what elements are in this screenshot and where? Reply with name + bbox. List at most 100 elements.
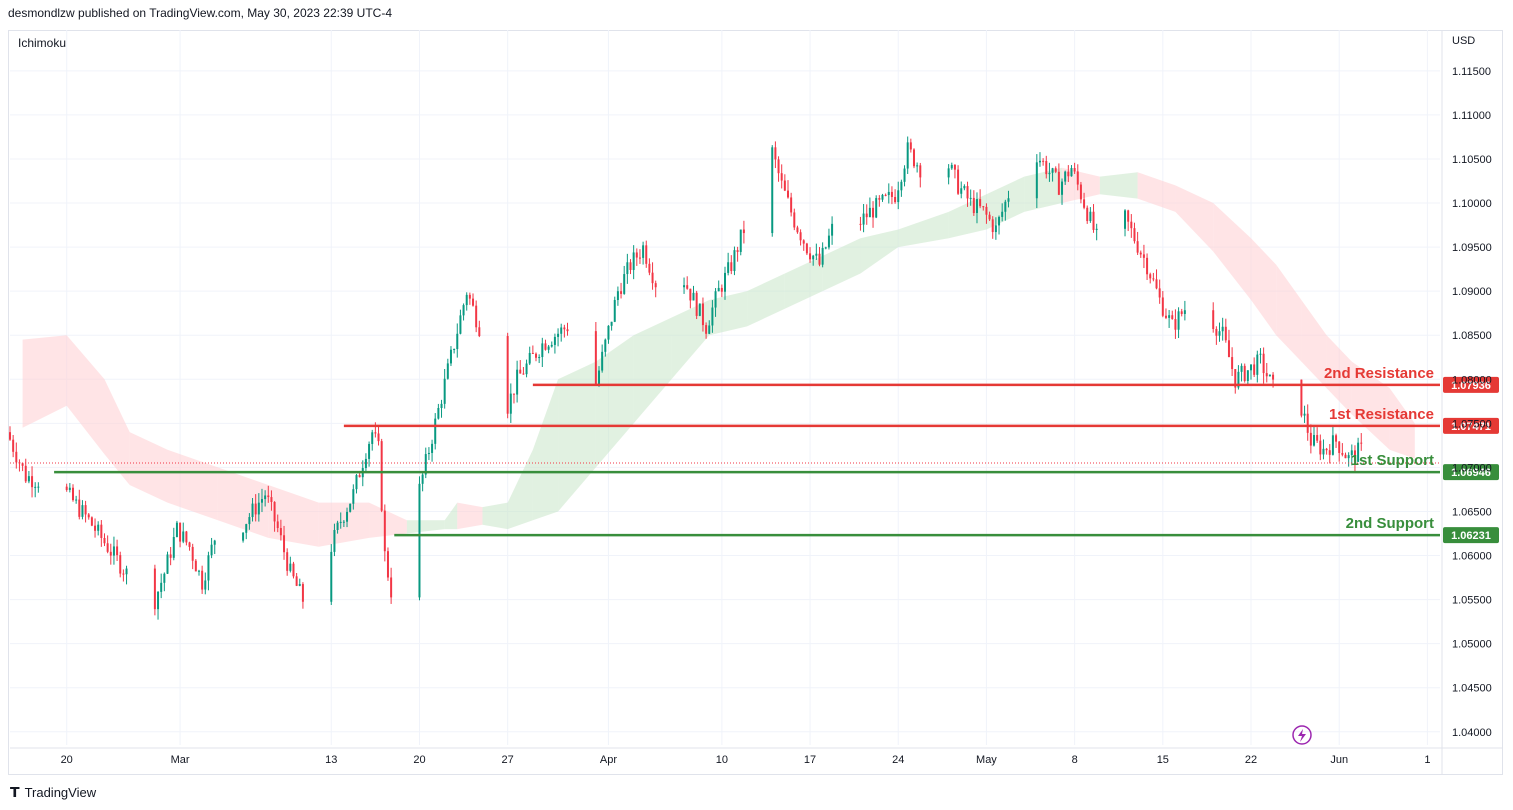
candle-body bbox=[358, 475, 361, 478]
candle-body bbox=[979, 199, 982, 207]
candle-body bbox=[906, 142, 909, 169]
candlestick-series bbox=[9, 136, 1363, 620]
candle-body bbox=[21, 463, 24, 466]
candle-body bbox=[339, 521, 342, 523]
candle-body bbox=[831, 223, 834, 236]
x-tick-label: 1 bbox=[1424, 754, 1430, 766]
cloud-segment bbox=[1276, 264, 1302, 362]
candle-body bbox=[380, 441, 383, 511]
candle-body bbox=[859, 223, 862, 225]
time-axis: 20 Mar 13 20 27 Apr 10 17 24 May 8 15 22 Jun 1 bbox=[10, 747, 1503, 766]
candle-body bbox=[1300, 379, 1303, 416]
cloud-segment bbox=[1251, 238, 1277, 336]
candle-body bbox=[692, 292, 695, 301]
candle-body bbox=[522, 373, 525, 375]
x-tick-label: 15 bbox=[1157, 754, 1169, 766]
candle-body bbox=[245, 524, 248, 533]
level-name-label: 2nd Resistance bbox=[1324, 365, 1434, 382]
candle-body bbox=[966, 186, 969, 199]
level-name-label: 1st Support bbox=[1351, 452, 1434, 469]
candle-body bbox=[509, 393, 512, 414]
candle-body bbox=[1183, 310, 1186, 314]
candle-body bbox=[1180, 311, 1183, 314]
candle-body bbox=[383, 510, 386, 552]
y-tick-label: 1.04000 bbox=[1452, 727, 1492, 739]
candle-body bbox=[204, 580, 207, 590]
candle-body bbox=[446, 363, 449, 379]
cloud-segment bbox=[457, 502, 483, 530]
indicator-name[interactable]: Ichimoku bbox=[18, 36, 67, 50]
candle-body bbox=[717, 287, 720, 292]
cloud-segment bbox=[444, 502, 458, 530]
candle-body bbox=[1142, 254, 1145, 258]
candle-body bbox=[890, 191, 893, 197]
cloud-segment bbox=[104, 379, 130, 486]
cloud-segment bbox=[1213, 203, 1252, 300]
candle-body bbox=[465, 294, 468, 306]
candle-body bbox=[1079, 184, 1082, 200]
candle-body bbox=[516, 369, 519, 395]
candle-body bbox=[355, 475, 358, 490]
candle-body bbox=[796, 227, 799, 233]
cloud-segment bbox=[1024, 167, 1063, 212]
candle-body bbox=[563, 327, 566, 330]
y-tick-label: 1.11000 bbox=[1452, 110, 1491, 122]
level-name-label: 1st Resistance bbox=[1329, 406, 1434, 423]
candle-body bbox=[1262, 353, 1265, 374]
candle-body bbox=[1164, 315, 1167, 318]
candle-body bbox=[865, 213, 868, 218]
x-tick-label: 8 bbox=[1072, 754, 1078, 766]
candle-body bbox=[793, 212, 796, 228]
candle-body bbox=[528, 352, 531, 364]
candle-body bbox=[963, 186, 966, 189]
candle-body bbox=[812, 255, 815, 260]
cloud-segment bbox=[784, 255, 823, 309]
candle-body bbox=[1331, 435, 1334, 455]
candle-body bbox=[1048, 172, 1051, 175]
candle-body bbox=[623, 274, 626, 294]
candle-body bbox=[557, 333, 560, 337]
candle-body bbox=[705, 325, 708, 334]
candle-body bbox=[1042, 160, 1045, 162]
candle-body bbox=[919, 165, 922, 178]
cloud-segment bbox=[1137, 172, 1176, 212]
candle-body bbox=[81, 505, 84, 517]
chart-grid bbox=[10, 30, 1440, 745]
x-tick-label: 10 bbox=[716, 754, 728, 766]
candle-body bbox=[626, 262, 629, 275]
candle-body bbox=[1070, 168, 1073, 177]
candle-body bbox=[1224, 326, 1227, 341]
candle-body bbox=[1309, 432, 1312, 446]
candle-body bbox=[1231, 357, 1234, 370]
level-price-tag bbox=[1443, 417, 1499, 434]
candle-body bbox=[78, 499, 81, 517]
candle-body bbox=[273, 501, 276, 522]
candle-body bbox=[916, 165, 919, 167]
chart-misc bbox=[1292, 725, 1312, 745]
candle-body bbox=[1268, 374, 1271, 377]
cloud-segment bbox=[482, 502, 508, 530]
candle-body bbox=[279, 528, 282, 536]
candle-body bbox=[264, 495, 267, 500]
candle-body bbox=[418, 483, 421, 598]
x-tick-label: 13 bbox=[325, 754, 337, 766]
footer-brand[interactable]: TradingView bbox=[24, 785, 97, 800]
candle-body bbox=[191, 546, 194, 561]
candle-body bbox=[645, 245, 648, 264]
candle-body bbox=[900, 181, 903, 191]
candle-body bbox=[1146, 257, 1149, 275]
candle-body bbox=[799, 232, 802, 241]
candle-body bbox=[613, 300, 616, 322]
x-tick-label: 17 bbox=[804, 754, 816, 766]
candle-body bbox=[550, 344, 553, 347]
candle-body bbox=[875, 198, 878, 218]
tradingview-logo-icon[interactable]: 𝗧 bbox=[10, 784, 20, 800]
x-tick-label: 27 bbox=[502, 754, 514, 766]
candle-body bbox=[512, 393, 515, 395]
candle-body bbox=[295, 576, 298, 586]
footer: 𝗧 TradingView bbox=[10, 784, 96, 801]
candle-body bbox=[1322, 448, 1325, 455]
candle-body bbox=[1256, 354, 1259, 375]
candle-body bbox=[1045, 161, 1048, 175]
